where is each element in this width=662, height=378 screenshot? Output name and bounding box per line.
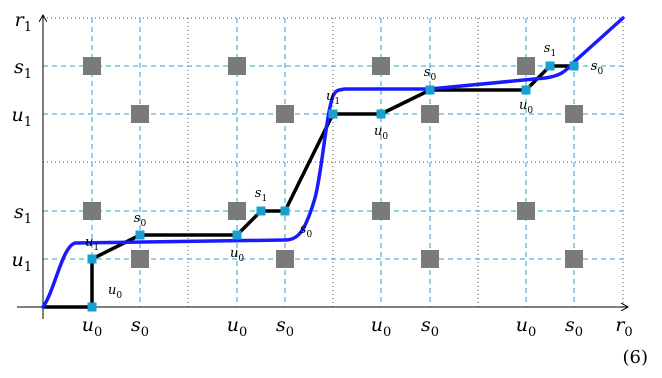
x-tick-label: u0 — [516, 314, 537, 340]
y-axis-label: r1 — [15, 9, 32, 35]
path-node — [376, 109, 386, 119]
path-node — [256, 206, 266, 216]
y-tick-label: s1 — [14, 56, 32, 82]
blue-curve — [41, 16, 625, 309]
equation-number: (6) — [622, 347, 649, 368]
gray-square — [372, 202, 390, 220]
gray-square — [131, 105, 149, 123]
path-label: s1 — [255, 186, 267, 204]
y-tick-label: s1 — [14, 201, 32, 227]
path-node — [232, 230, 242, 240]
path-label: s0 — [134, 211, 147, 229]
path-node — [87, 302, 97, 312]
black-path-line — [43, 64, 574, 309]
gray-square — [131, 250, 149, 268]
gray-square — [517, 57, 535, 75]
x-tick-label: s0 — [565, 314, 583, 340]
gray-square-markers — [83, 57, 583, 268]
y-tick-label: u1 — [11, 104, 32, 130]
x-tick-label: s0 — [421, 314, 439, 340]
x-axis-label: r0 — [615, 314, 632, 340]
path-label: u1 — [85, 235, 99, 253]
gray-square — [83, 57, 101, 75]
path-label: u0 — [519, 98, 533, 116]
path-node — [521, 85, 531, 95]
gray-square — [276, 250, 294, 268]
gray-square — [421, 250, 439, 268]
path-label: s0 — [300, 222, 313, 240]
axes — [17, 16, 627, 319]
x-tick-label: u0 — [227, 314, 248, 340]
gray-square — [517, 202, 535, 220]
blue-curve-line — [41, 16, 625, 309]
path-node — [280, 206, 290, 216]
x-tick-label: u0 — [371, 314, 392, 340]
path-node — [425, 85, 435, 95]
path-label: u1 — [326, 89, 340, 107]
path-label: s0 — [424, 65, 437, 83]
path-label: u0 — [108, 283, 122, 301]
path-label: u0 — [230, 246, 244, 264]
path-label: u0 — [374, 124, 388, 142]
gray-square — [228, 202, 246, 220]
x-tick-label: s0 — [131, 314, 149, 340]
gray-square — [83, 202, 101, 220]
black-path — [43, 64, 574, 309]
x-tick-label: s0 — [276, 314, 294, 340]
x-tick-label: u0 — [82, 314, 103, 340]
path-node — [135, 230, 145, 240]
dotted-grid — [43, 17, 624, 307]
labels: r1 s1 u1 s1 u1 u0 s0 u0 s0 u0 s0 u0 s0 r0 u0 u1 s0 u0 s1 s0… — [11, 9, 632, 340]
y-tick-label: u1 — [11, 249, 32, 275]
gray-square — [565, 250, 583, 268]
path-label: s0 — [591, 59, 604, 77]
path-label: s1 — [544, 41, 556, 59]
gray-square — [276, 105, 294, 123]
path-node — [87, 254, 97, 264]
gray-square — [421, 105, 439, 123]
path-node — [569, 61, 579, 71]
gray-square — [228, 57, 246, 75]
path-node — [545, 61, 555, 71]
path-nodes — [87, 61, 579, 312]
path-node — [328, 109, 338, 119]
gray-square — [372, 57, 390, 75]
gray-square — [565, 105, 583, 123]
